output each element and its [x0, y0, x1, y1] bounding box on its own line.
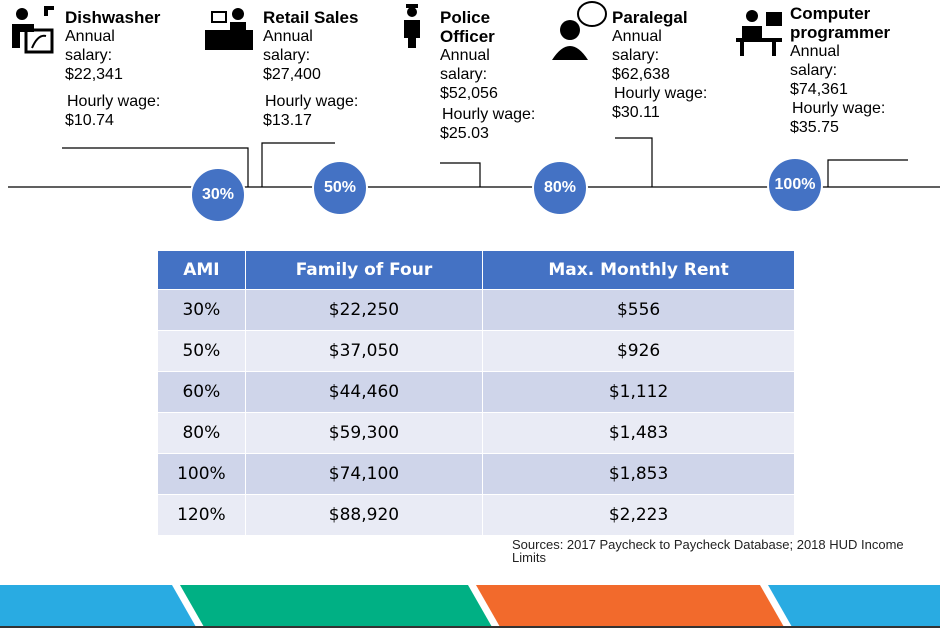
header-row: AMI Family of Four Max. Monthly Rent: [157, 250, 795, 290]
table-row: 100% $74,100 $1,853: [157, 453, 795, 495]
occupation: Retail Sales Annual salary: $27,400 Hour…: [263, 8, 383, 130]
table-cell: $1,483: [482, 412, 795, 454]
table-cell: $22,250: [244, 289, 484, 331]
wage-label: Hourly wage:: [614, 85, 708, 102]
table-cell: $1,853: [482, 453, 795, 495]
table-row: 120% $88,920 $2,223: [157, 494, 795, 536]
table-cell: $37,050: [244, 330, 484, 372]
table-cell: $926: [482, 330, 795, 372]
table-cell: $1,112: [482, 371, 795, 413]
salary-label: Annual salary:: [65, 28, 115, 64]
salary-label: Annual salary:: [440, 47, 490, 83]
ami-marker: 30%: [190, 167, 246, 223]
salary-label: Annual salary:: [790, 43, 840, 79]
table-body: 30% $22,250 $556 50% $37,050 $926 60% $44,460 $1…: [157, 289, 795, 536]
icons: [12, 1, 782, 60]
occupation: Police Officer Annual salary: $52,056 Ho…: [440, 8, 535, 143]
occupation: Paralegal Annual salary: $62,638 Hourly …: [612, 8, 732, 122]
table-cell: $88,920: [244, 494, 484, 536]
title: Police Officer: [440, 8, 495, 46]
title: Paralegal: [612, 8, 688, 27]
wage: $10.74: [65, 112, 114, 129]
wage-label: Hourly wage:: [442, 106, 536, 123]
title: Dishwasher: [65, 8, 161, 27]
source-note: Sources: 2017 Paycheck to Paycheck Datab…: [512, 537, 904, 565]
salary: $74,361: [790, 81, 848, 98]
table-cell: 100%: [157, 453, 246, 495]
wage: $13.17: [263, 112, 312, 129]
salary: $52,056: [440, 85, 498, 102]
table-cell: $44,460: [244, 371, 484, 413]
table-cell: 60%: [157, 371, 246, 413]
title: Computer programmer: [790, 4, 891, 42]
header-cell: Family of Four: [244, 250, 484, 290]
salary: $22,341: [65, 66, 123, 83]
ami-table: AMI Family of Four Max. Monthly Rent 30% $2…: [157, 250, 795, 536]
table-cell: $59,300: [244, 412, 484, 454]
wage: $25.03: [440, 125, 489, 142]
ami-marker: 50%: [312, 160, 368, 216]
table-row: 60% $44,460 $1,112: [157, 371, 795, 413]
table-cell: 120%: [157, 494, 246, 536]
table-cell: $556: [482, 289, 795, 331]
wage-label: Hourly wage:: [265, 93, 359, 110]
ami-marker: 100%: [767, 157, 823, 213]
ami-marker: 80%: [532, 160, 588, 216]
table-row: 30% $22,250 $556: [157, 289, 795, 331]
header-cell: Max. Monthly Rent: [482, 250, 795, 290]
wage: $35.75: [790, 119, 839, 136]
table-cell: $74,100: [244, 453, 484, 495]
wage-label: Hourly wage:: [67, 93, 161, 110]
wage: $30.11: [612, 104, 660, 121]
table-row: 80% $59,300 $1,483: [157, 412, 795, 454]
table-cell: $2,223: [482, 494, 795, 536]
table-row: 50% $37,050 $926: [157, 330, 795, 372]
table-cell: 50%: [157, 330, 246, 372]
header-cell: AMI: [157, 250, 246, 290]
occupation: Dishwasher Annual salary: $22,341 Hourly…: [65, 8, 185, 130]
footer-band: [0, 585, 940, 628]
salary-label: Annual salary:: [263, 28, 313, 64]
wage-label: Hourly wage:: [792, 100, 886, 117]
salary: $27,400: [263, 66, 321, 83]
title: Retail Sales: [263, 8, 359, 27]
table-cell: 80%: [157, 412, 246, 454]
table-cell: 30%: [157, 289, 246, 331]
salary: $62,638: [612, 66, 670, 83]
occupation: Computer programmer Annual salary: $74,3…: [790, 4, 910, 137]
salary-label: Annual salary:: [612, 28, 662, 64]
